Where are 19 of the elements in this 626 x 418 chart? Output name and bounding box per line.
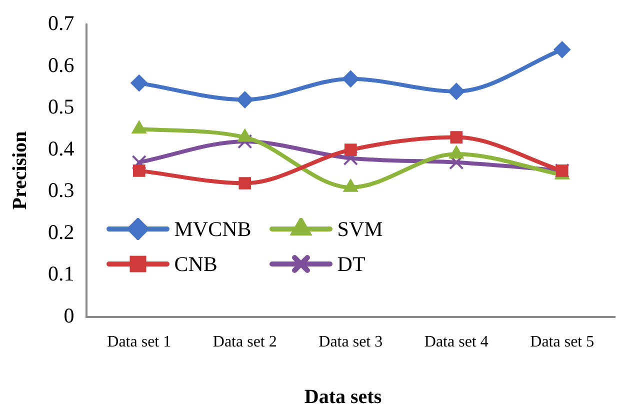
x-tick-label: Data set 5 <box>530 334 594 351</box>
y-tick-label: 0.3 <box>48 178 74 202</box>
y-axis-title: Precision <box>8 130 32 210</box>
x-tick-label: Data set 1 <box>107 334 172 351</box>
y-tick-label: 0 <box>64 303 74 328</box>
y-tick-label: 0.7 <box>48 11 74 36</box>
x-tick-label: Data set 3 <box>318 334 383 351</box>
y-tick-label: 0.6 <box>48 52 74 77</box>
x-tick-label: Data set 4 <box>424 334 488 351</box>
y-tick-label: 0.4 <box>48 136 75 160</box>
y-tick-label: 0.2 <box>48 220 74 244</box>
legend-label: SVM <box>337 216 383 242</box>
legend-label: MVCNB <box>174 216 252 242</box>
legend-label: CNB <box>174 252 218 277</box>
x-axis-title: Data sets <box>303 386 383 409</box>
y-tick-label: 0.1 <box>48 262 74 286</box>
legend-label: DT <box>337 252 366 277</box>
y-tick-label: 0.5 <box>48 94 74 119</box>
x-tick-label: Data set 2 <box>212 334 277 351</box>
